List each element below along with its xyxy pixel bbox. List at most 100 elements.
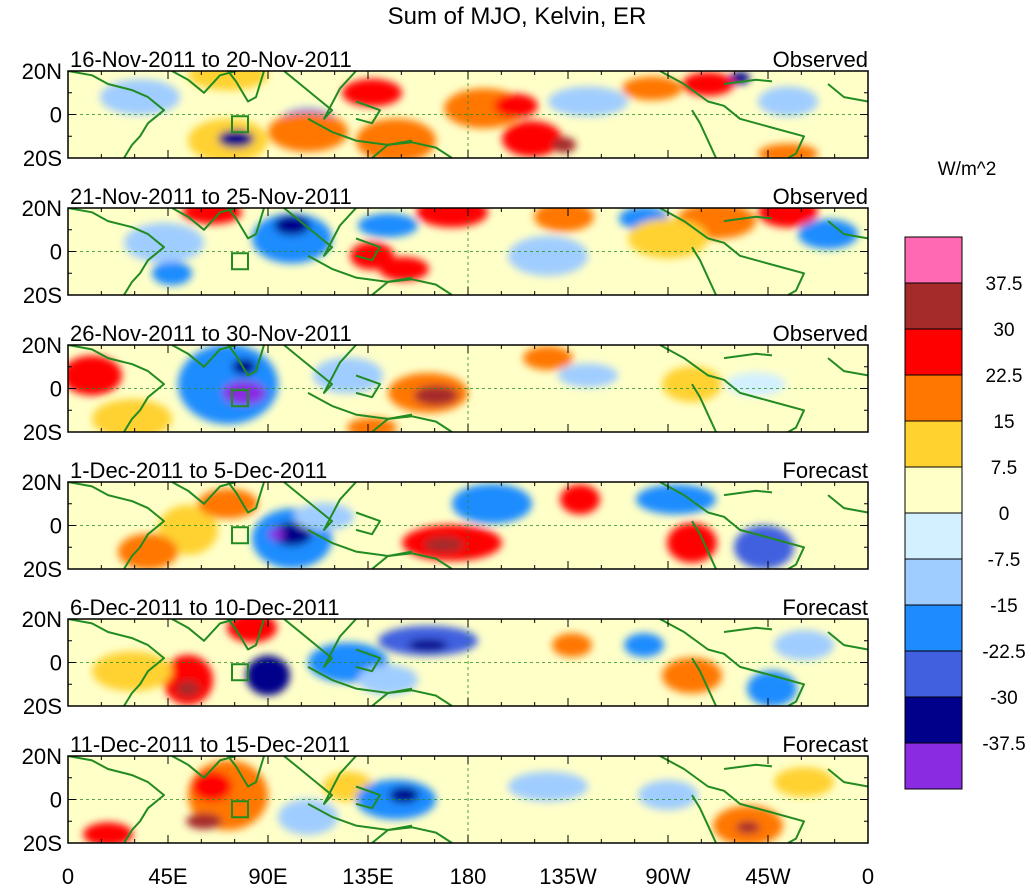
longitude-tick-label: 90E (248, 864, 287, 889)
coastline (355, 374, 381, 399)
coastline (723, 763, 773, 770)
coastline (68, 756, 165, 843)
coastline (827, 220, 868, 240)
anomaly-contour (508, 771, 588, 802)
colorbar-swatch (904, 604, 963, 652)
coastline (171, 208, 237, 231)
coastline (827, 357, 868, 377)
anomaly-contour (294, 502, 354, 531)
coastline (355, 511, 381, 536)
map-panel: 26-Nov-2011 to 30-Nov-2011 Observed 20N 0 20… (22, 321, 869, 445)
coastline (355, 100, 381, 125)
longitude-tick-label: 0 (62, 864, 74, 889)
coastline (355, 648, 381, 673)
anomaly-contour (758, 208, 818, 228)
panel-status: Observed (773, 47, 868, 72)
panels: 16-Nov-2011 to 20-Nov-2011 Observed 20N 0 20… (22, 47, 869, 856)
map-panel: 11-Dec-2011 to 15-Dec-2011 Forecast 20N 0 20… (22, 732, 869, 856)
colorbar: W/m^2 37.5 30 22.5 15 7.5 0 -7.5 -15 -22.5 -30 -37… (904, 159, 1026, 790)
colorbar-label: 30 (993, 320, 1014, 341)
latitude-tick-label: 0 (50, 240, 62, 265)
panel-date-range: 21-Nov-2011 to 25-Nov-2011 (70, 184, 352, 209)
panel-date-range: 6-Dec-2011 to 10-Dec-2011 (70, 595, 339, 620)
anomaly-contour (682, 72, 734, 97)
coastline (283, 482, 357, 531)
latitude-tick-label: 20N (22, 196, 62, 221)
coastline (68, 345, 165, 432)
anomaly-contour (508, 235, 588, 276)
anomaly-contour (252, 213, 332, 264)
region-box (231, 252, 249, 271)
anomaly-contour (736, 821, 760, 834)
coastline (171, 71, 237, 94)
anomaly-contour (552, 136, 576, 153)
region-box (231, 389, 249, 408)
anomaly-contour (774, 767, 834, 798)
colorbar-label: 22.5 (986, 366, 1023, 387)
panel-status: Forecast (782, 458, 868, 483)
colorbar-swatch (904, 558, 963, 606)
coastline (68, 482, 165, 569)
anomaly-contour (222, 380, 266, 405)
latitude-tick-label: 20S (23, 831, 62, 856)
coastline (371, 689, 453, 706)
latitude-tick-label: 20S (23, 146, 62, 171)
coastline (659, 619, 805, 706)
longitude-axis: 0 45E 90E 135E 180 135W 90W 45W 0 (62, 864, 874, 889)
coastline (827, 494, 868, 514)
colorbar-units: W/m^2 (938, 159, 997, 180)
anomaly-contour (188, 71, 268, 91)
coastline (171, 756, 237, 779)
colorbar-label: 7.5 (991, 458, 1017, 479)
latitude-tick-label: 20S (23, 283, 62, 308)
coastline (283, 208, 357, 257)
coastline (723, 489, 773, 497)
colorbar-swatch (904, 466, 963, 514)
coastline (691, 109, 717, 158)
coastline (723, 215, 773, 223)
coastline (659, 71, 805, 158)
latitude-tick-label: 0 (50, 651, 62, 676)
coastline (68, 208, 165, 295)
longitude-tick-label: 45W (745, 864, 790, 889)
coastline (227, 345, 265, 377)
colorbar-label: -7.5 (988, 550, 1021, 571)
coastline (659, 482, 805, 569)
anomaly-contour (534, 208, 594, 232)
region-box (231, 115, 249, 134)
panel-date-range: 11-Dec-2011 to 15-Dec-2011 (70, 732, 350, 757)
panel-status: Observed (773, 184, 868, 209)
longitude-tick-label: 0 (862, 864, 874, 889)
colorbar-label: 37.5 (986, 274, 1023, 295)
colorbar-label: -37.5 (982, 734, 1025, 755)
coastline (171, 619, 237, 642)
panel-status: Observed (773, 321, 868, 346)
panel-status: Forecast (782, 595, 868, 620)
latitude-tick-label: 0 (50, 514, 62, 539)
anomaly-contour (176, 680, 200, 697)
latitude-tick-label: 0 (50, 377, 62, 402)
anomaly-contour (414, 385, 458, 406)
anomaly-contour (178, 345, 278, 425)
longitude-tick-label: 180 (450, 864, 487, 889)
anomaly-contour (218, 129, 254, 148)
coastline (659, 345, 805, 432)
panel-date-range: 16-Nov-2011 to 20-Nov-2011 (70, 47, 352, 72)
latitude-tick-label: 20S (23, 694, 62, 719)
colorbar-swatch (904, 420, 963, 468)
coastline (68, 619, 165, 706)
anomaly-contour (758, 86, 818, 117)
coastline (691, 657, 717, 706)
anomaly-contour (379, 256, 429, 281)
coastline (723, 626, 773, 633)
coastline (171, 482, 237, 505)
anomaly-contour (552, 633, 592, 658)
anomaly-contour (358, 664, 418, 695)
latitude-tick-label: 20N (22, 607, 62, 632)
longitude-tick-label: 135E (342, 864, 393, 889)
colorbar-label: 0 (999, 504, 1010, 525)
coastline (691, 246, 717, 295)
anomaly-contour (313, 357, 383, 394)
coastline (283, 756, 357, 805)
